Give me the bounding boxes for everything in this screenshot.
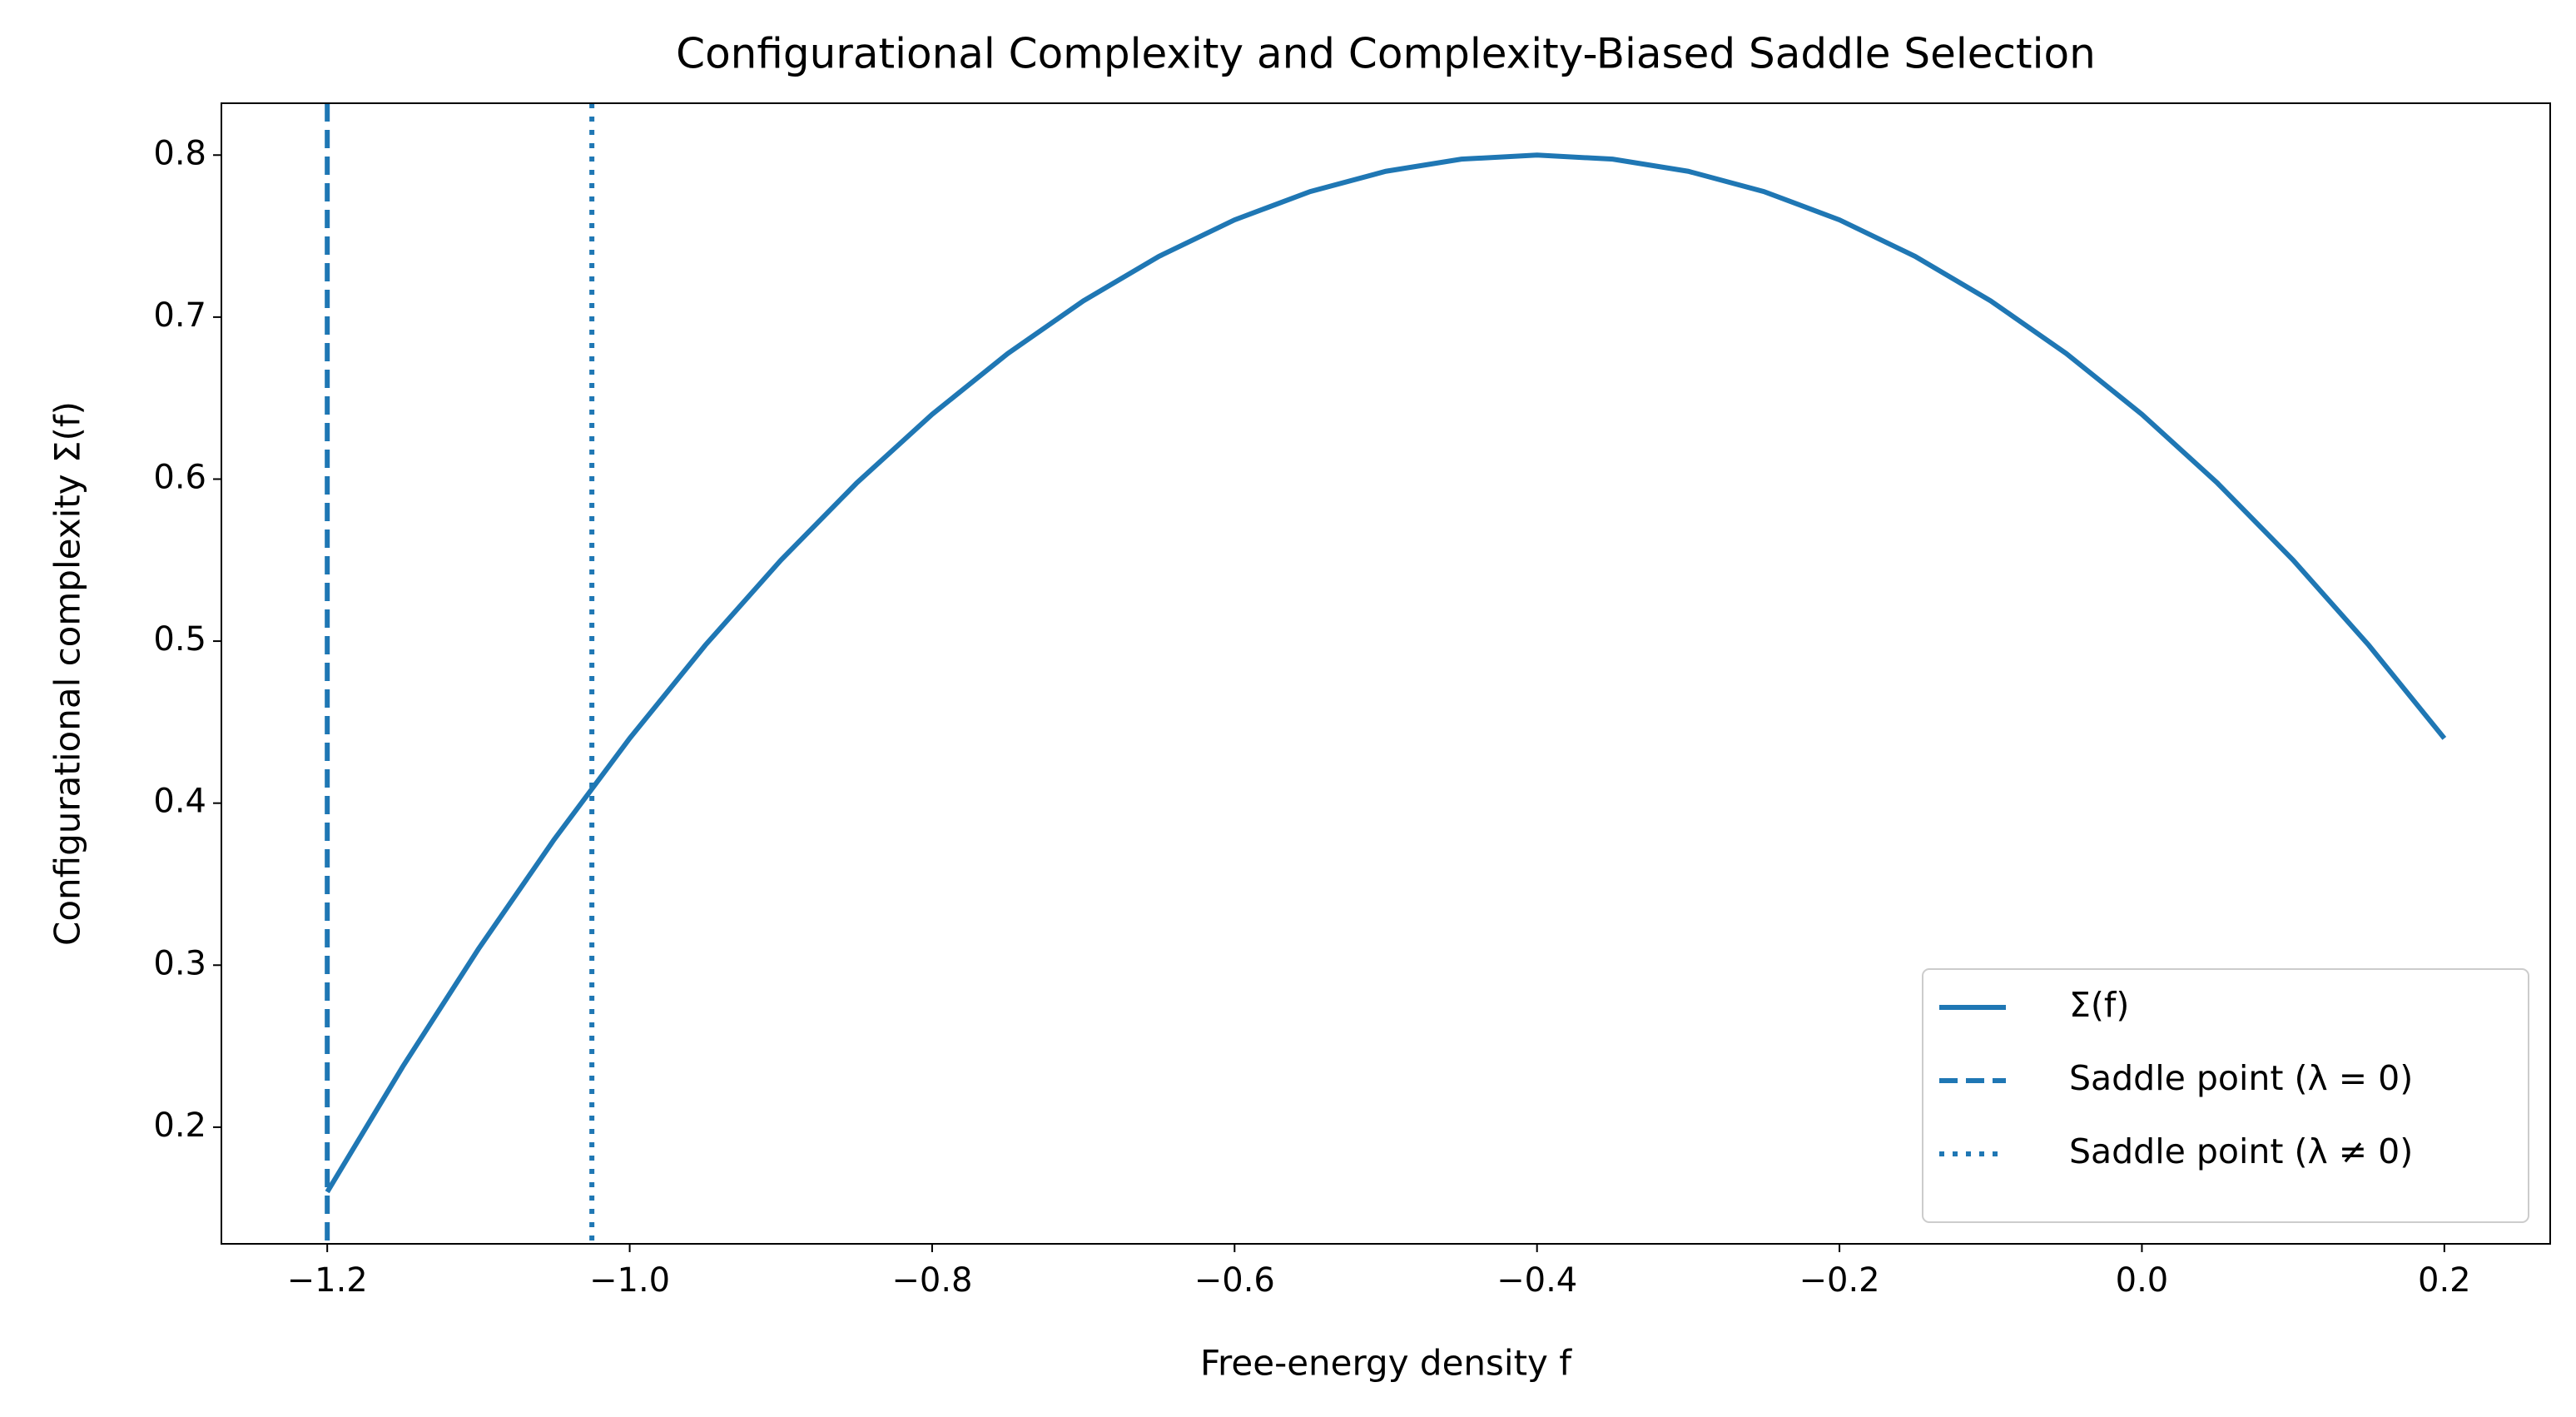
- y-axis-label: Configurational complexity Σ(f): [47, 401, 88, 946]
- x-tick-label: −0.4: [1496, 1261, 1577, 1300]
- legend-box: [1922, 968, 2529, 1223]
- y-tick-label: 0.5: [153, 620, 206, 659]
- legend: Σ(f) Saddle point (λ = 0) Saddle point (λ …: [1922, 968, 2529, 1223]
- plot-frame: [221, 102, 2551, 1245]
- x-tick-label: 0.2: [2418, 1261, 2471, 1300]
- line-series: [325, 152, 2447, 1194]
- x-tick-label: −0.8: [891, 1261, 972, 1300]
- x-tick-label: −1.0: [589, 1261, 670, 1300]
- y-tick-label: 0.6: [153, 458, 206, 496]
- y-tick-label: 0.3: [153, 944, 206, 982]
- y-tick-label: 0.8: [153, 134, 206, 172]
- chart-title: Configurational Complexity and Complexit…: [676, 30, 2096, 78]
- y-tick-label: 0.4: [153, 783, 206, 821]
- legend-label: Saddle point (λ ≠ 0): [2069, 1131, 2413, 1171]
- y-tick-label: 0.2: [153, 1106, 206, 1145]
- x-tick-label: −0.2: [1799, 1261, 1879, 1300]
- x-tick-label: −1.2: [287, 1261, 368, 1300]
- y-tick-label: 0.7: [153, 296, 206, 335]
- legend-label: Σ(f): [2069, 985, 2129, 1025]
- legend-label: Saddle point (λ = 0): [2069, 1058, 2413, 1098]
- x-axis-label: Free-energy density f: [1200, 1343, 1572, 1384]
- x-tick-label: 0.0: [2116, 1261, 2169, 1300]
- x-tick-label: −0.6: [1194, 1261, 1275, 1300]
